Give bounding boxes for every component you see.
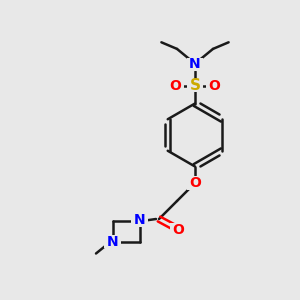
FancyBboxPatch shape bbox=[131, 214, 148, 227]
FancyBboxPatch shape bbox=[104, 235, 121, 248]
Text: N: N bbox=[189, 58, 201, 71]
FancyBboxPatch shape bbox=[170, 223, 187, 236]
Text: N: N bbox=[134, 214, 145, 227]
Text: N: N bbox=[107, 235, 118, 248]
FancyBboxPatch shape bbox=[187, 58, 203, 71]
Text: O: O bbox=[169, 79, 181, 92]
FancyBboxPatch shape bbox=[187, 79, 203, 92]
FancyBboxPatch shape bbox=[187, 176, 203, 190]
Text: O: O bbox=[208, 79, 220, 92]
FancyBboxPatch shape bbox=[206, 79, 223, 92]
Text: O: O bbox=[189, 176, 201, 190]
Text: O: O bbox=[172, 223, 184, 236]
FancyBboxPatch shape bbox=[167, 79, 184, 92]
Text: S: S bbox=[190, 78, 200, 93]
